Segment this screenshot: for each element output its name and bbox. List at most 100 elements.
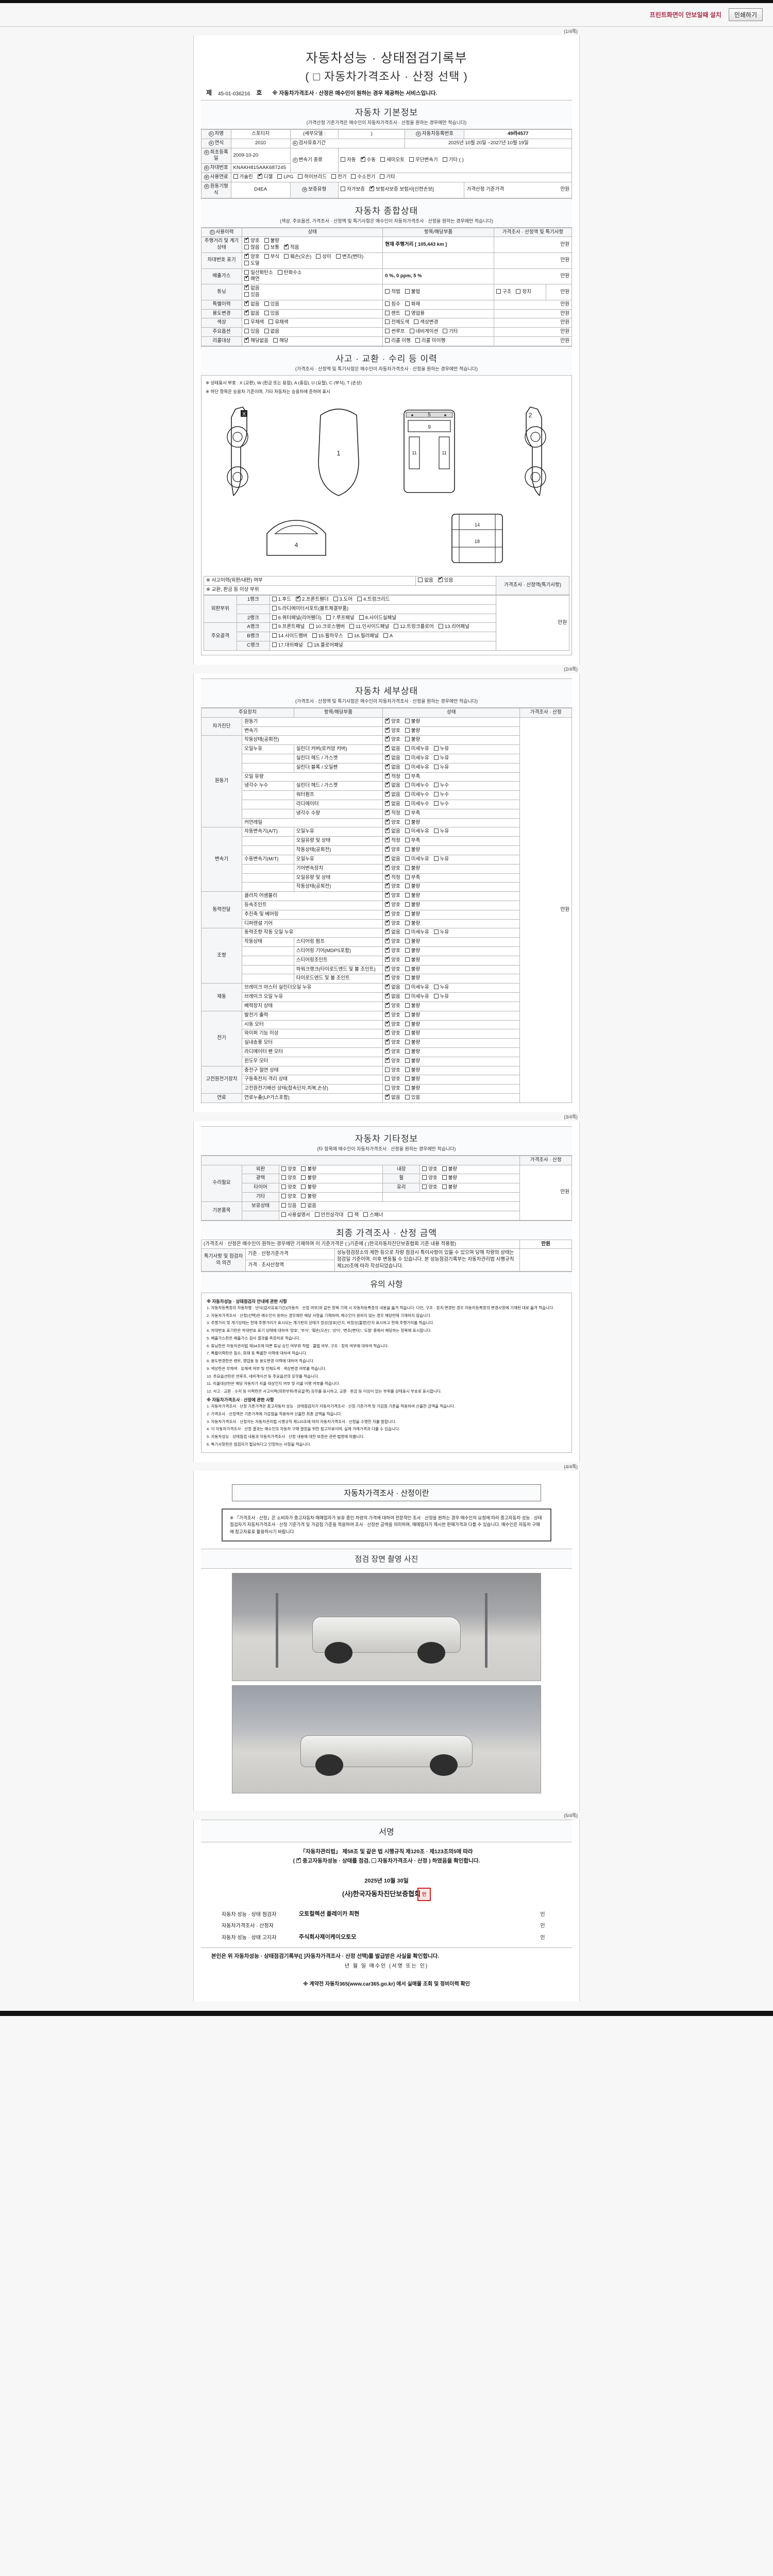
detail-state-option[interactable]: 불량 — [405, 948, 420, 955]
checkbox-icon[interactable] — [385, 809, 390, 815]
detail-state-option[interactable]: 양호 — [385, 1029, 400, 1037]
detail-state-option[interactable]: 없음 — [385, 928, 400, 936]
detail-state-option[interactable]: 양호 — [385, 1038, 400, 1046]
checkbox-icon[interactable] — [272, 633, 277, 638]
fuel-option[interactable]: 수소전기 — [351, 174, 375, 181]
detail-state-option[interactable]: 미세누유 — [405, 994, 429, 1001]
rank-part-option[interactable]: 13.리어패널 — [438, 624, 469, 631]
rank-part-option[interactable]: 2.프론트휀더 — [296, 595, 329, 603]
detail-state-option[interactable]: 미세누유 — [405, 828, 429, 835]
checkbox-icon[interactable] — [244, 236, 249, 243]
checkbox-icon[interactable] — [385, 726, 390, 733]
checkbox-icon[interactable] — [333, 597, 338, 601]
checkbox-icon[interactable] — [385, 790, 390, 797]
checkbox-icon[interactable] — [405, 819, 410, 824]
state-option[interactable]: 있음 — [264, 310, 279, 317]
checkbox-icon[interactable] — [326, 615, 331, 620]
detail-state-option[interactable]: 양호 — [385, 1086, 400, 1092]
etc-option[interactable]: 양호 — [281, 1194, 296, 1200]
detail-state-option[interactable]: 적정 — [385, 809, 400, 817]
checkbox-icon[interactable] — [385, 873, 390, 879]
checkbox-icon[interactable] — [383, 633, 388, 638]
detail-state-option[interactable]: 누유 — [433, 828, 449, 835]
checkbox-icon[interactable] — [405, 838, 410, 843]
detail-state-option[interactable]: 누수 — [433, 792, 449, 799]
checkbox-icon[interactable] — [405, 920, 410, 925]
rank-part-option[interactable]: 3.도어 — [333, 597, 352, 603]
state-option[interactable]: 없음 — [264, 329, 279, 335]
basic-item-option[interactable]: 안전삼각대 — [314, 1212, 343, 1219]
detail-state-option[interactable]: 양호 — [385, 901, 400, 909]
detail-state-option[interactable]: 미세누유 — [405, 856, 429, 863]
etc-option[interactable]: 불량 — [442, 1175, 457, 1182]
checkbox-icon[interactable] — [385, 1047, 390, 1054]
etc-option[interactable]: 양호 — [281, 1166, 296, 1173]
detail-state-option[interactable]: 불량 — [405, 966, 420, 973]
checkbox-icon[interactable] — [385, 928, 390, 935]
detail-state-option[interactable]: 양호 — [385, 1011, 400, 1019]
transmission-option[interactable]: 무단변속기 — [409, 157, 438, 164]
checkbox-icon[interactable] — [405, 847, 410, 852]
detail-state-option[interactable]: 불량 — [405, 1040, 420, 1046]
detail-state-option[interactable]: 불량 — [405, 939, 420, 945]
checkbox-icon[interactable] — [405, 911, 410, 916]
checkbox-icon[interactable] — [405, 810, 410, 815]
detail-state-option[interactable]: 없음 — [385, 744, 400, 753]
checkbox-icon[interactable] — [385, 772, 390, 778]
detail-state-option[interactable]: 양호 — [385, 882, 400, 890]
checkbox-icon[interactable] — [257, 173, 262, 179]
checkbox-icon[interactable] — [385, 827, 390, 834]
checkbox-icon[interactable] — [264, 238, 269, 243]
checkbox-icon[interactable] — [244, 319, 249, 325]
state-option[interactable]: 없음 — [244, 284, 260, 292]
checkbox-icon[interactable] — [405, 1012, 410, 1017]
checkbox-icon[interactable] — [277, 174, 282, 179]
checkbox-icon[interactable] — [264, 301, 269, 306]
checkbox-icon[interactable] — [272, 642, 277, 648]
state-option[interactable]: 일산화탄소 — [244, 269, 273, 277]
detail-state-option[interactable]: 양호 — [385, 1057, 400, 1065]
checkbox-icon[interactable] — [433, 828, 439, 834]
checkbox-icon[interactable] — [272, 605, 277, 611]
etc-option[interactable]: 불량 — [301, 1175, 316, 1182]
etc-option[interactable]: 양호 — [422, 1184, 438, 1191]
item-option[interactable]: 리콜 미이행 — [415, 338, 445, 345]
detail-state-option[interactable]: 부족 — [405, 838, 420, 844]
checkbox-icon[interactable] — [405, 764, 410, 769]
checkbox-icon[interactable] — [309, 624, 314, 629]
checkbox-icon[interactable] — [405, 994, 410, 999]
detail-state-option[interactable]: 양호 — [385, 1020, 400, 1028]
item-option[interactable]: 화재 — [405, 301, 420, 308]
checkbox-icon[interactable] — [385, 1067, 390, 1072]
detail-state-option[interactable]: 미세누유 — [405, 929, 429, 936]
item-option[interactable]: 구조 — [496, 289, 511, 296]
checkbox-icon[interactable] — [405, 893, 410, 898]
rank-part-option[interactable]: 15.휠하우스 — [312, 633, 343, 640]
state-option[interactable]: 훼손(오손) — [284, 253, 311, 261]
detail-state-option[interactable]: 불량 — [405, 1003, 420, 1010]
checkbox-icon[interactable] — [385, 910, 390, 916]
checkbox-icon[interactable] — [433, 783, 439, 788]
checkbox-icon[interactable] — [385, 946, 390, 953]
detail-state-option[interactable]: 양호 — [385, 919, 400, 927]
checkbox-icon[interactable] — [433, 929, 439, 935]
checkbox-icon[interactable] — [281, 1184, 286, 1190]
mid-option[interactable]: 적법 — [385, 289, 400, 296]
state-option[interactable]: 많음 — [244, 245, 260, 251]
detail-state-option[interactable]: 누유 — [433, 856, 449, 863]
rank-part-option[interactable]: 9.프론트패널 — [272, 624, 305, 631]
detail-state-option[interactable]: 양호 — [385, 891, 400, 900]
checkbox-icon[interactable] — [385, 329, 390, 334]
checkbox-icon[interactable] — [312, 633, 317, 638]
checkbox-icon[interactable] — [348, 1212, 353, 1217]
item-option[interactable]: 전체도색 — [385, 319, 409, 326]
detail-state-option[interactable]: 양호 — [385, 845, 400, 854]
transmission-option[interactable]: 자동 — [341, 157, 356, 164]
checkbox-icon[interactable] — [405, 792, 410, 797]
checkbox-icon[interactable] — [385, 781, 390, 788]
checkbox-icon[interactable] — [405, 1076, 410, 1081]
checkbox-icon[interactable] — [405, 746, 410, 751]
checkbox-icon[interactable] — [409, 157, 414, 162]
checkbox-icon[interactable] — [405, 1030, 410, 1036]
rank-part-option[interactable]: 11.인사이드패널 — [349, 624, 389, 631]
